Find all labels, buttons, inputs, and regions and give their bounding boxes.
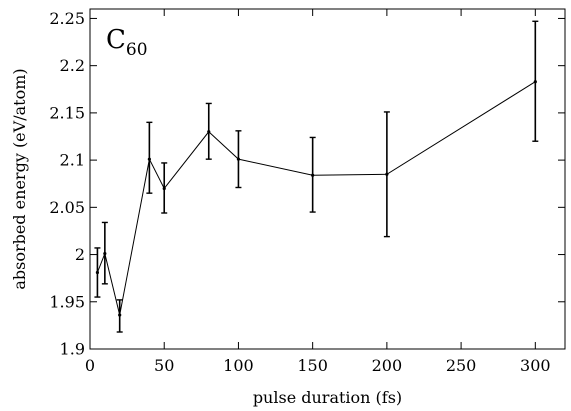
annotation-subscript: 60 bbox=[126, 40, 148, 60]
data-point bbox=[236, 157, 241, 161]
data-point bbox=[103, 252, 107, 256]
tick-labels: 0 50 100 150 200 250 300 1.9 1.95 2 2.05 2.1 2.15 2.2… bbox=[49, 9, 550, 375]
y-tick-label: 2.25 bbox=[49, 9, 85, 28]
x-axis-label: pulse duration (fs) bbox=[253, 388, 402, 407]
x-tick-label: 300 bbox=[520, 356, 551, 375]
series bbox=[94, 20, 539, 333]
x-tick-label: 200 bbox=[372, 356, 403, 375]
annotation-main: C bbox=[106, 25, 126, 55]
x-tick-label: 0 bbox=[85, 356, 95, 375]
plot-frame bbox=[89, 8, 566, 350]
y-tick-label: 2.1 bbox=[60, 151, 85, 170]
y-tick-label: 1.9 bbox=[60, 340, 85, 359]
x-tick-label: 150 bbox=[297, 356, 328, 375]
compound-annotation: C60 bbox=[106, 25, 148, 60]
data-point bbox=[95, 270, 100, 275]
x-tick-label: 50 bbox=[154, 356, 174, 375]
data-point bbox=[311, 173, 315, 177]
y-axis-label: absorbed energy (eV/atom) bbox=[10, 68, 29, 289]
data-point bbox=[147, 157, 151, 161]
data-point bbox=[533, 80, 537, 84]
data-point bbox=[207, 130, 211, 134]
data-point bbox=[385, 172, 389, 176]
data-point bbox=[162, 186, 166, 191]
y-tick-label: 2.05 bbox=[49, 198, 85, 217]
y-tick-label: 2 bbox=[75, 245, 85, 264]
x-tick-label: 250 bbox=[446, 356, 477, 375]
data-point bbox=[118, 313, 122, 317]
x-tick-label: 100 bbox=[223, 356, 254, 375]
ticks bbox=[89, 9, 565, 350]
y-tick-label: 2.2 bbox=[60, 56, 85, 75]
y-tick-label: 2.15 bbox=[49, 103, 85, 122]
series-line bbox=[96, 81, 536, 316]
y-tick-label: 1.95 bbox=[49, 292, 85, 311]
